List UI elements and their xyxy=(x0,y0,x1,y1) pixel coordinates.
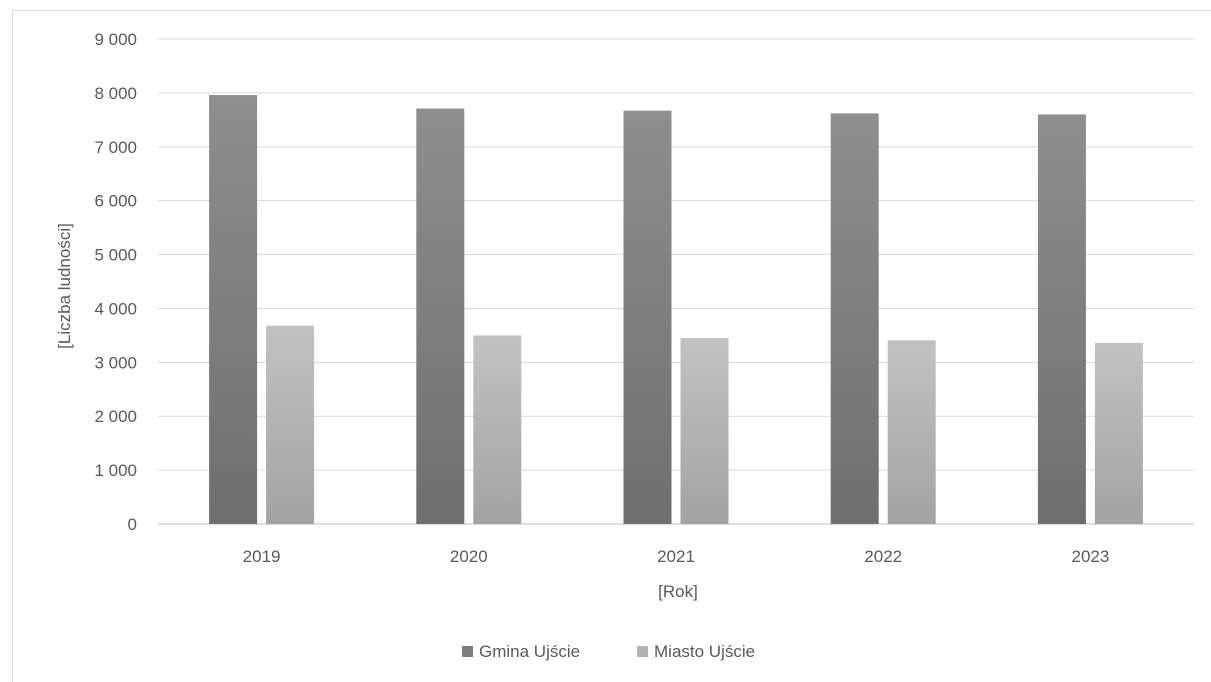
y-tick-label: 6 000 xyxy=(94,192,137,211)
x-tick-labels: 2019 2020 2021 2022 2023 xyxy=(243,547,1110,566)
y-tick-label: 3 000 xyxy=(94,353,137,372)
y-tick-labels: 0 1 000 2 000 3 000 4 000 5 000 6 000 7 000 8 00… xyxy=(94,30,137,534)
x-tick-label: 2021 xyxy=(657,547,695,566)
legend-label-1: Miasto Ujście xyxy=(654,642,755,661)
chart-frame xyxy=(12,10,1211,682)
legend-label-0: Gmina Ujście xyxy=(479,642,580,661)
x-tick-label: 2019 xyxy=(243,547,281,566)
x-tick-label: 2020 xyxy=(450,547,488,566)
bar-miasto-2022 xyxy=(887,340,936,524)
bar-gmina-2022 xyxy=(830,113,879,524)
bar-gmina-2020 xyxy=(416,108,465,525)
legend: Gmina Ujście Miasto Ujście xyxy=(462,642,755,661)
bar-gmina-2019 xyxy=(209,95,258,525)
legend-swatch-1 xyxy=(637,646,648,657)
y-axis-title: [Liczba ludności] xyxy=(55,223,74,349)
y-tick-label: 8 000 xyxy=(94,84,137,103)
x-tick-label: 2023 xyxy=(1071,547,1109,566)
bars xyxy=(209,95,1143,525)
gridlines xyxy=(158,38,1194,525)
y-tick-label: 1 000 xyxy=(94,461,137,480)
y-tick-label: 5 000 xyxy=(94,246,137,265)
y-tick-label: 9 000 xyxy=(94,30,137,49)
y-tick-label: 2 000 xyxy=(94,407,137,426)
y-tick-label: 0 xyxy=(128,515,137,534)
y-tick-label: 4 000 xyxy=(94,299,137,318)
bar-miasto-2021 xyxy=(680,338,729,524)
legend-swatch-0 xyxy=(462,646,473,657)
y-tick-label: 7 000 xyxy=(94,138,137,157)
x-tick-label: 2022 xyxy=(864,547,902,566)
bar-gmina-2023 xyxy=(1037,114,1086,524)
bar-miasto-2020 xyxy=(473,335,522,524)
x-axis-title: [Rok] xyxy=(658,582,698,601)
bar-miasto-2019 xyxy=(266,325,315,524)
bar-miasto-2023 xyxy=(1094,342,1143,524)
bar-gmina-2021 xyxy=(623,110,672,524)
